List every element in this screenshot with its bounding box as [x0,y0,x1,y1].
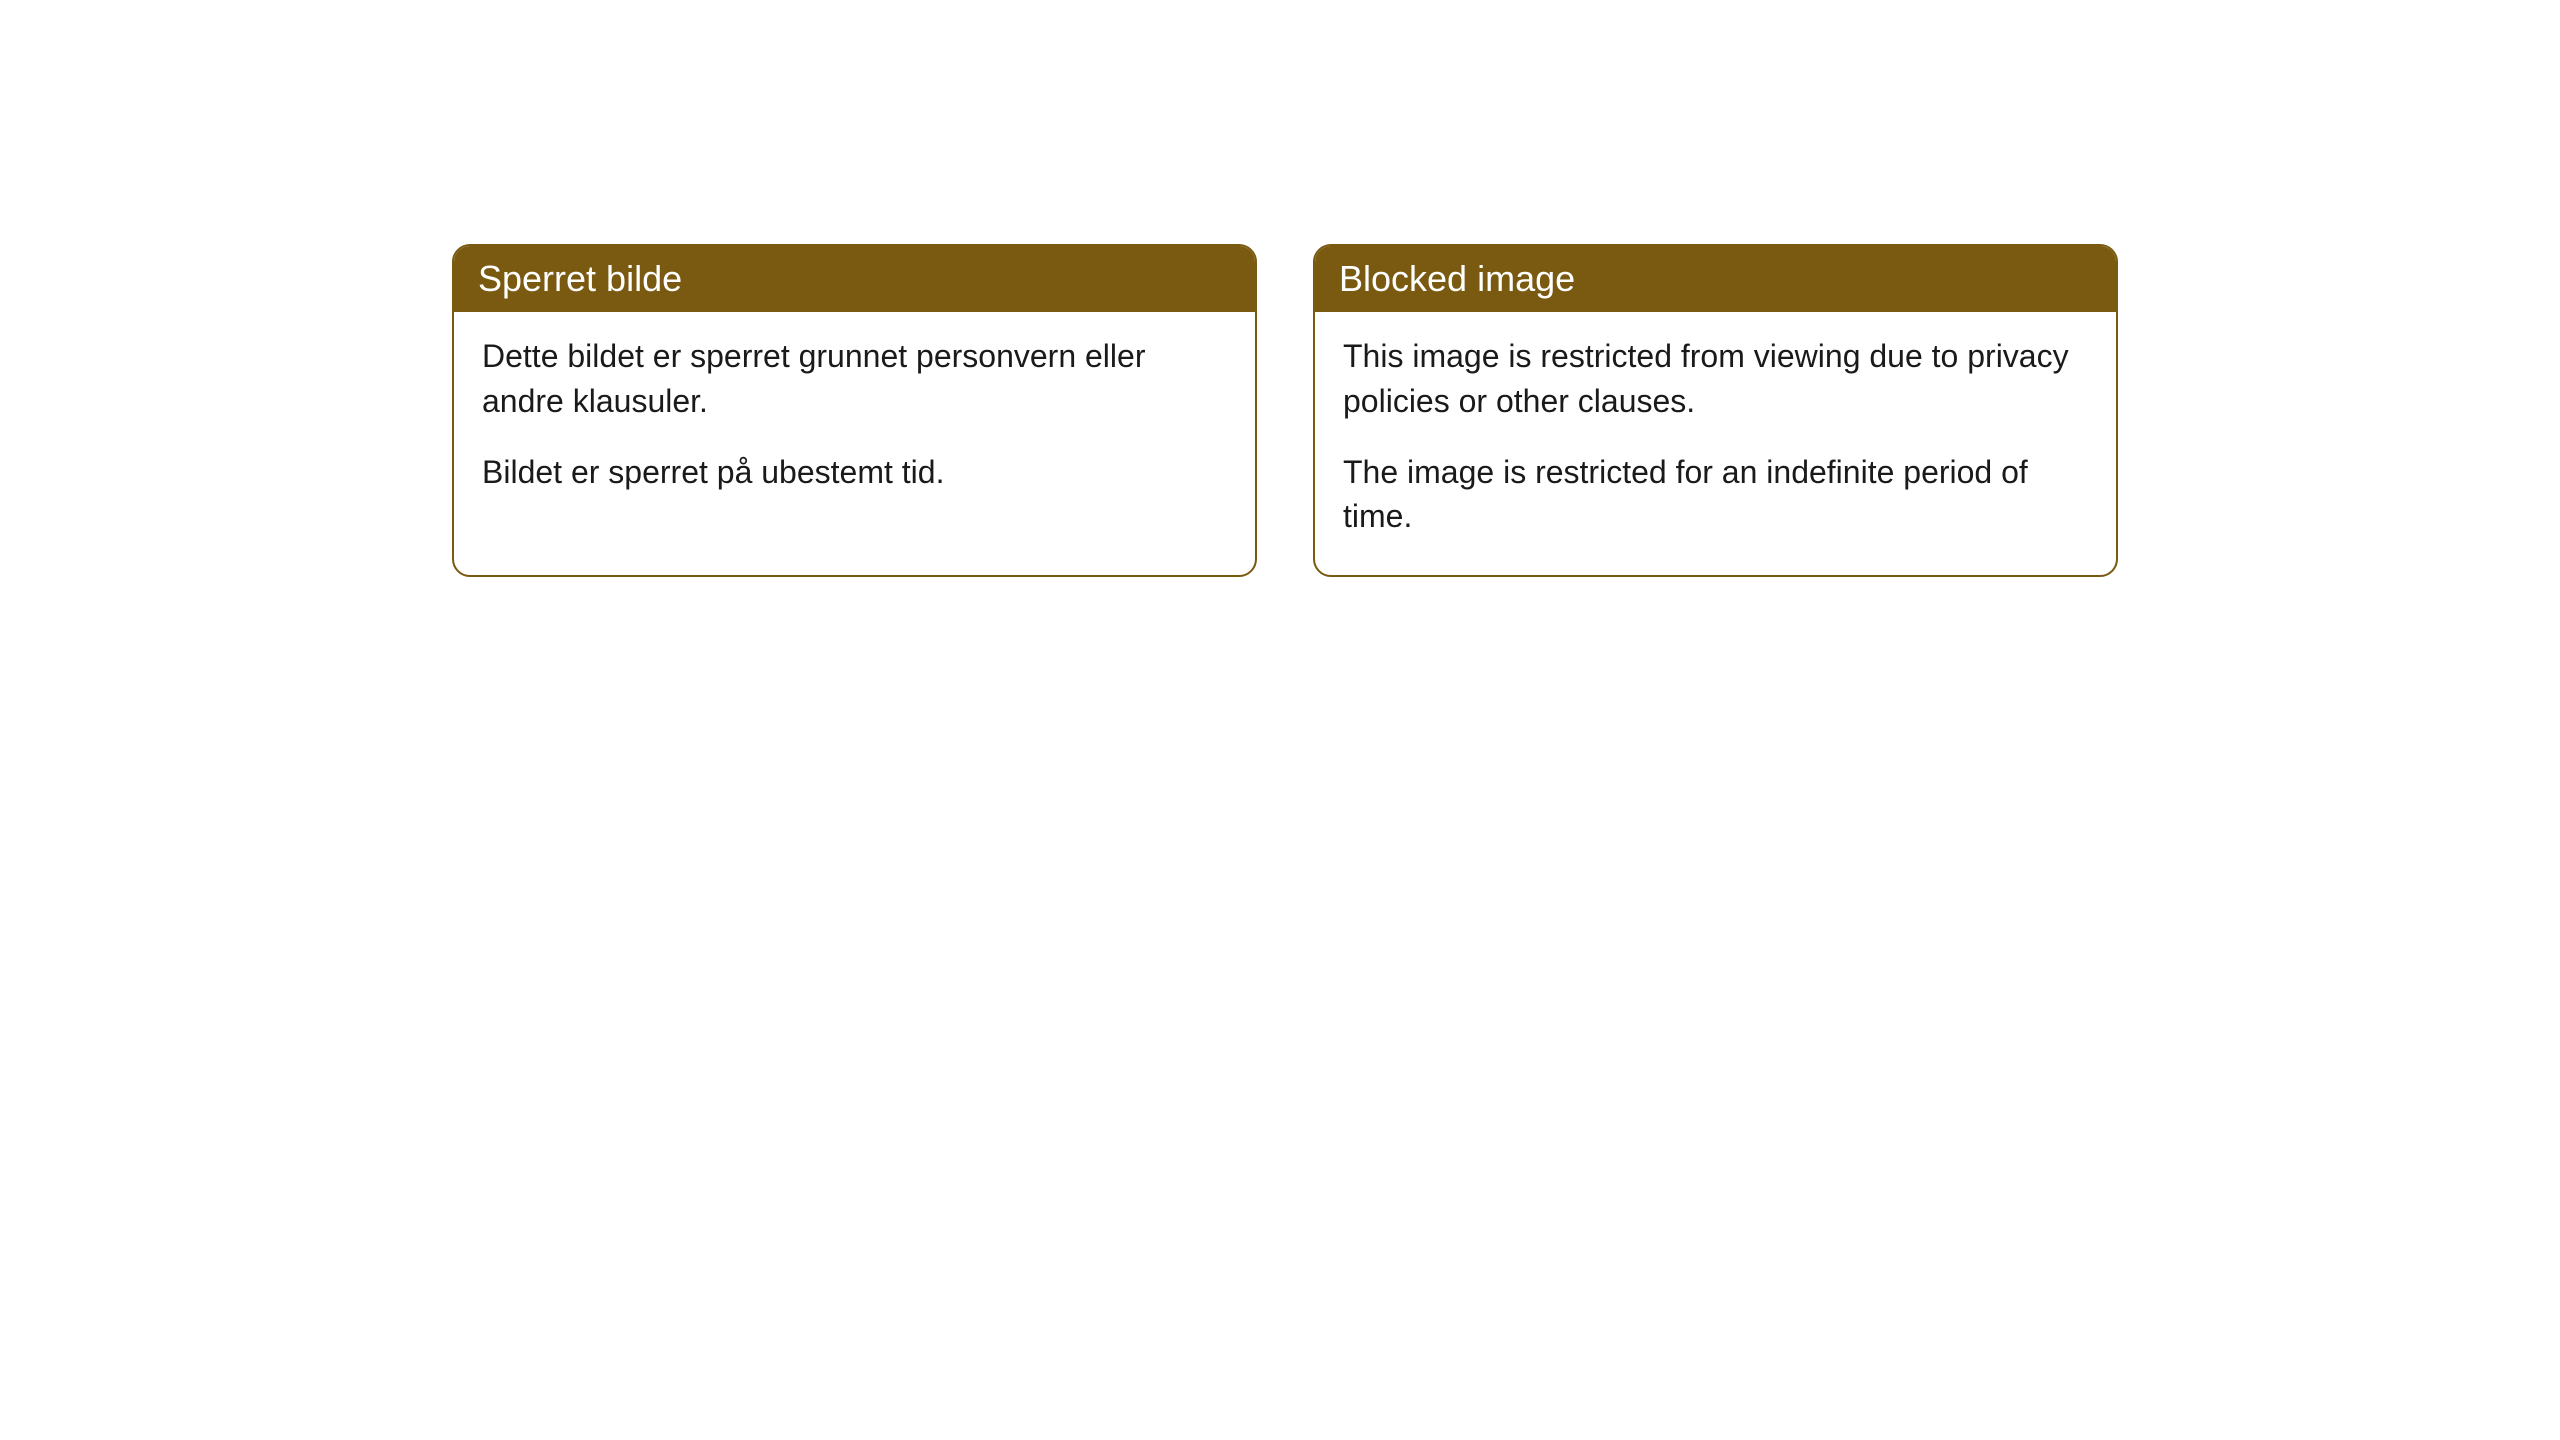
notice-text-norwegian-1: Dette bildet er sperret grunnet personve… [482,334,1227,424]
card-body-english: This image is restricted from viewing du… [1315,312,2116,575]
notice-text-english-1: This image is restricted from viewing du… [1343,334,2088,424]
notice-text-norwegian-2: Bildet er sperret på ubestemt tid. [482,450,1227,495]
blocked-image-card-english: Blocked image This image is restricted f… [1313,244,2118,577]
blocked-image-card-norwegian: Sperret bilde Dette bildet er sperret gr… [452,244,1257,577]
notice-cards-container: Sperret bilde Dette bildet er sperret gr… [452,244,2118,577]
card-body-norwegian: Dette bildet er sperret grunnet personve… [454,312,1255,530]
card-header-norwegian: Sperret bilde [454,246,1255,312]
notice-text-english-2: The image is restricted for an indefinit… [1343,450,2088,540]
card-header-english: Blocked image [1315,246,2116,312]
